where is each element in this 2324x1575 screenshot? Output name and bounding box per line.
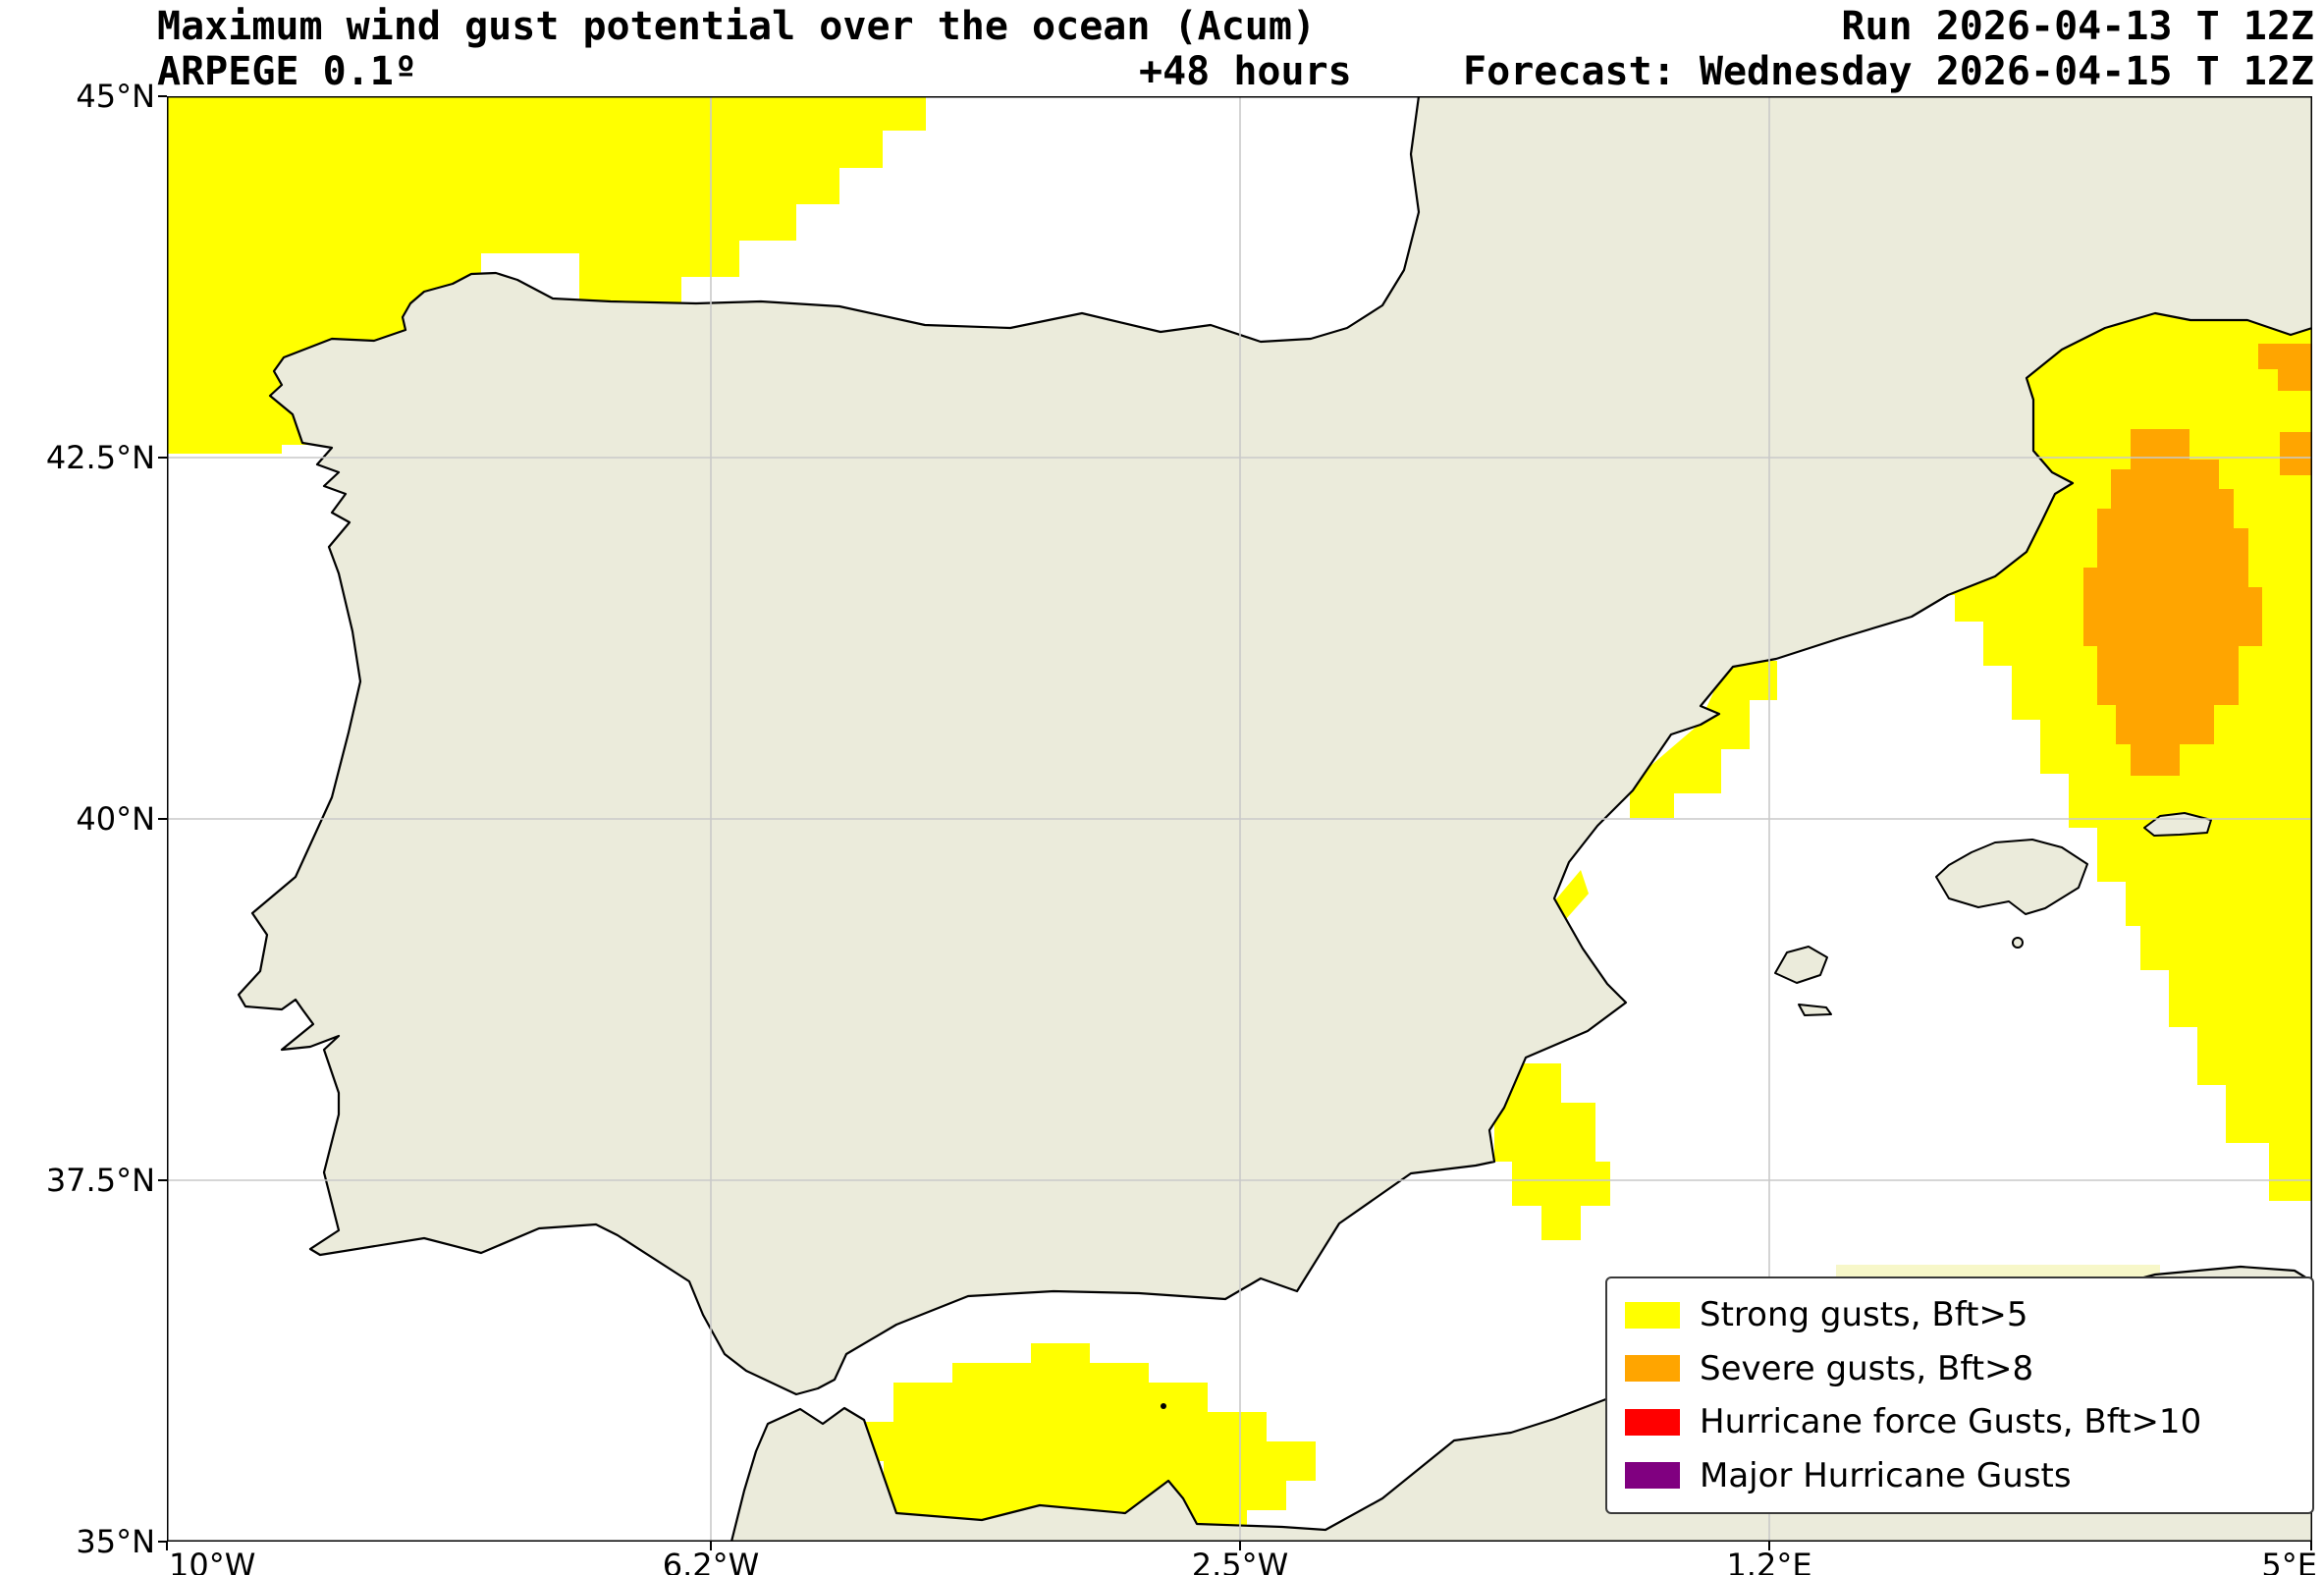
island-ibiza xyxy=(1774,946,1828,984)
lead-time-label: +48 hours xyxy=(1139,49,1352,94)
y-tick xyxy=(158,818,167,820)
y-tick xyxy=(158,1541,167,1543)
legend-item-hurricane-gusts: Hurricane force Gusts, Bft>10 xyxy=(1625,1402,2295,1441)
island-cabrera xyxy=(2012,937,2024,949)
legend-label: Major Hurricane Gusts xyxy=(1700,1455,2072,1495)
legend: Strong gusts, Bft>5 Severe gusts, Bft>8 … xyxy=(1605,1276,2314,1514)
region-severe-gusts-gulf-of-lion xyxy=(2083,429,2262,776)
lon-tick-label: 10°W xyxy=(169,1547,256,1575)
lon-tick-label: 1.2°E xyxy=(1726,1547,1812,1575)
legend-label: Strong gusts, Bft>5 xyxy=(1700,1295,2028,1335)
x-tick xyxy=(1239,1542,1241,1550)
legend-item-strong-gusts: Strong gusts, Bft>5 xyxy=(1625,1295,2295,1334)
x-tick xyxy=(2310,1542,2312,1550)
lon-tick-label: 5°E xyxy=(2261,1547,2317,1575)
region-strong-gusts-ebro-coast xyxy=(1630,661,1777,818)
model-label: ARPEGE 0.1º xyxy=(157,49,417,94)
strong-gusts-swatch xyxy=(1625,1301,1680,1329)
forecast-label: Forecast: Wednesday 2026-04-15 T 12Z xyxy=(1463,49,2314,94)
severe-gusts-swatch xyxy=(1625,1355,1680,1383)
major-hurricane-gusts-swatch xyxy=(1625,1462,1680,1490)
x-tick xyxy=(166,1542,168,1550)
lon-tick-label: 2.5°W xyxy=(1191,1547,1289,1575)
region-strong-gusts-cape-palos xyxy=(1494,1063,1610,1240)
region-severe-gusts-edge-south xyxy=(2280,432,2312,475)
lat-tick-label: 35°N xyxy=(76,1523,155,1560)
island-formentera xyxy=(1798,1004,1832,1016)
y-tick xyxy=(158,457,167,459)
page-title: Maximum wind gust potential over the oce… xyxy=(157,4,1317,49)
x-tick xyxy=(1768,1542,1770,1550)
hurricane-gusts-swatch xyxy=(1625,1408,1680,1436)
land-iberia-and-france xyxy=(237,96,2312,1396)
lat-tick-label: 45°N xyxy=(76,78,155,115)
island-mallorca xyxy=(1935,839,2088,915)
legend-label: Severe gusts, Bft>8 xyxy=(1700,1348,2034,1388)
y-tick xyxy=(158,1179,167,1181)
y-tick xyxy=(158,95,167,97)
island-alboran xyxy=(1161,1403,1166,1409)
region-strong-gusts-alboran-sea xyxy=(854,1343,1316,1528)
x-tick xyxy=(710,1542,712,1550)
lat-tick-label: 42.5°N xyxy=(45,439,155,476)
region-strong-gusts-valencia-coast xyxy=(1554,870,1589,919)
legend-item-severe-gusts: Severe gusts, Bft>8 xyxy=(1625,1349,2295,1388)
region-severe-gusts-edge-north xyxy=(2258,344,2312,391)
run-label: Run 2026-04-13 T 12Z xyxy=(1841,4,2314,49)
legend-item-major-hurricane-gusts: Major Hurricane Gusts xyxy=(1625,1456,2295,1495)
legend-label: Hurricane force Gusts, Bft>10 xyxy=(1700,1402,2202,1442)
lat-tick-label: 37.5°N xyxy=(45,1162,155,1199)
lat-tick-label: 40°N xyxy=(76,800,155,838)
lon-tick-label: 6.2°W xyxy=(662,1547,760,1575)
